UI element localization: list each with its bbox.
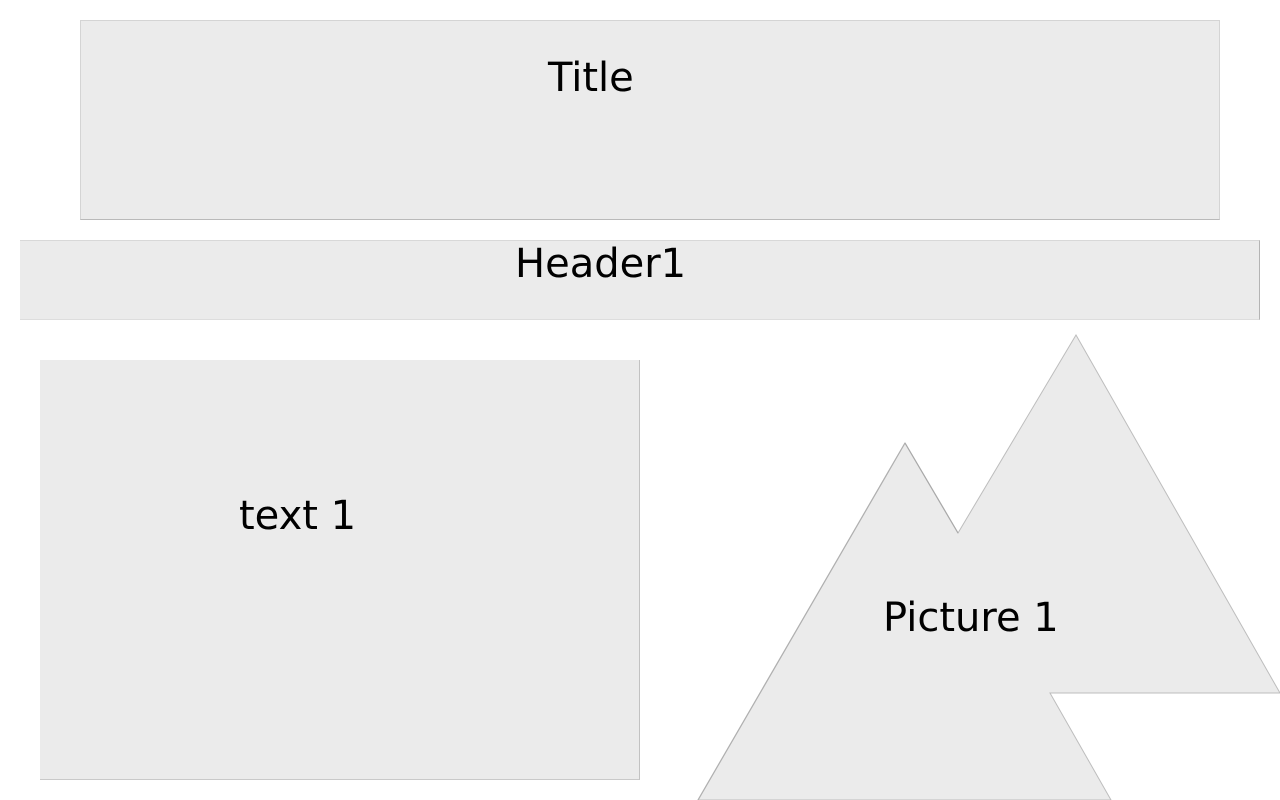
text-placeholder[interactable]: text 1 — [40, 360, 640, 780]
title-placeholder[interactable]: Title — [80, 20, 1220, 220]
mountains-icon — [697, 334, 1280, 800]
header-placeholder[interactable]: Header1 — [20, 240, 1260, 320]
title-placeholder-label: Title — [548, 55, 634, 101]
picture-placeholder-label: Picture 1 — [883, 595, 1059, 641]
header-placeholder-label: Header1 — [515, 241, 687, 287]
text-placeholder-label: text 1 — [239, 493, 357, 539]
picture-placeholder[interactable]: Picture 1 — [696, 333, 1280, 800]
